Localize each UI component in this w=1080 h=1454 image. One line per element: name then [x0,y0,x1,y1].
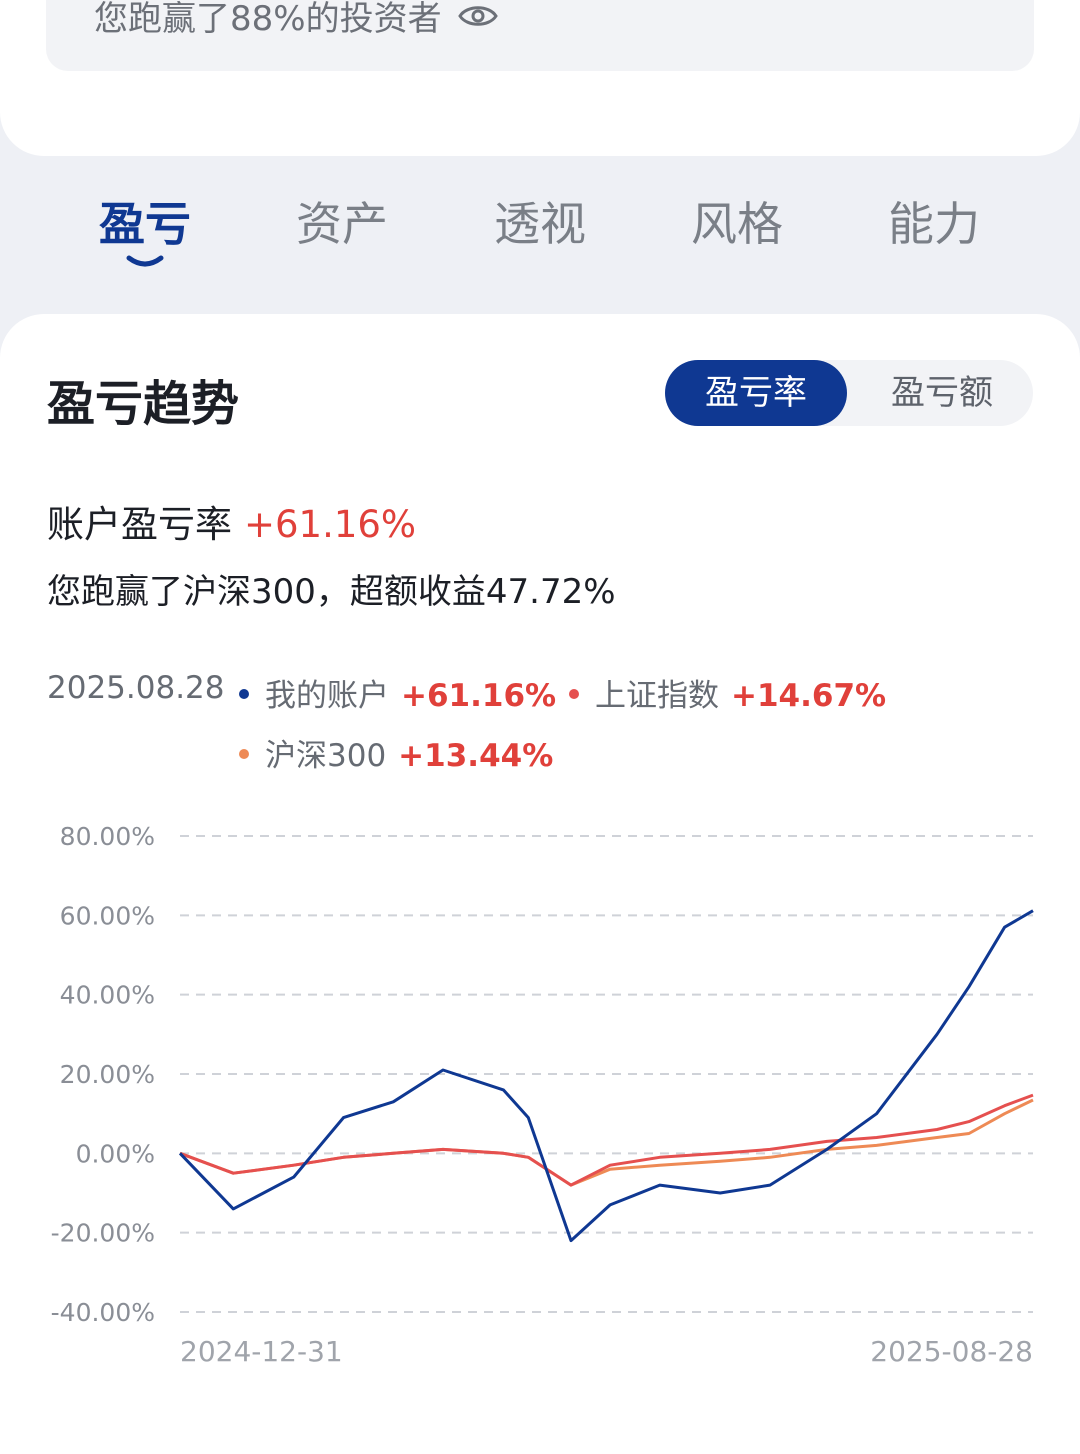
tab-bar: 盈亏 资产 透视 风格 能力 [0,188,1080,278]
legend-item-account: 我的账户 +61.16% [239,670,556,715]
y-tick-label: -20.00% [51,1219,155,1248]
legend-value: +61.16% [401,678,557,714]
pnl-trend-card: 盈亏趋势 盈亏率 盈亏额 账户盈亏率 +61.16% 您跑赢了沪深300，超额收益… [0,314,1080,1454]
excess-return-text: 您跑赢了沪深300，超额收益47.72% [47,572,616,612]
x-tick-label: 2024-12-31 [180,1335,343,1368]
account-rate-label: 账户盈亏率 [47,503,232,546]
legend-date: 2025.08.28 [47,670,225,706]
tab-pnl[interactable]: 盈亏 [85,188,205,267]
legend-name: 我的账户 [265,678,389,714]
account-rate-value: +61.16% [244,503,417,546]
legend-name: 沪深300 [265,738,387,774]
series-line-csi300 [179,1098,1034,1187]
tab-ability[interactable]: 能力 [874,188,994,254]
tab-pnl-label: 盈亏 [99,197,191,251]
toggle-pnl-amount[interactable]: 盈亏额 [891,373,993,413]
legend-item-csi300: 沪深300 +13.44% [239,730,553,775]
y-tick-label: 40.00% [60,981,155,1010]
y-tick-label: 80.00% [60,822,155,851]
tab-active-indicator [126,255,164,267]
metric-toggle: 盈亏率 盈亏额 [665,360,1033,426]
legend-dot [239,748,249,759]
series-line-sse [179,1093,1034,1187]
tab-perspective-label: 透视 [494,197,586,251]
legend-dot [569,688,579,699]
tab-perspective[interactable]: 透视 [480,188,600,254]
legend-name: 上证指数 [595,678,719,714]
tab-ability-label: 能力 [888,197,980,251]
x-tick-label: 2025-08-28 [870,1335,1033,1368]
y-tick-label: 0.00% [76,1139,155,1168]
account-rate-row: 账户盈亏率 +61.16% [47,494,416,548]
pnl-line-chart: 80.00% 60.00% 40.00% 20.00% 0.00% -20.00% -40.… [51,822,1034,1368]
tab-style[interactable]: 风格 [677,188,797,254]
series-line-account [178,909,1034,1243]
top-card: 您跑赢了88%的投资者 [0,0,1080,156]
legend-item-sse: 上证指数 +14.67% [569,670,886,715]
tab-style-label: 风格 [691,197,783,251]
legend-value: +14.67% [731,678,887,714]
legend-dot [239,688,249,699]
toggle-pnl-rate[interactable]: 盈亏率 [665,360,847,426]
beat-investors-text: 您跑赢了88%的投资者 [94,0,442,39]
tab-assets-label: 资产 [296,197,388,251]
beat-investors-box: 您跑赢了88%的投资者 [46,0,1034,71]
tab-assets[interactable]: 资产 [282,188,402,254]
y-tick-label: 20.00% [60,1060,155,1089]
y-tick-label: 60.00% [60,901,155,930]
legend-value: +13.44% [398,738,554,774]
y-tick-label: -40.00% [51,1298,155,1327]
eye-icon[interactable] [457,2,498,30]
section-title: 盈亏趋势 [47,376,240,432]
